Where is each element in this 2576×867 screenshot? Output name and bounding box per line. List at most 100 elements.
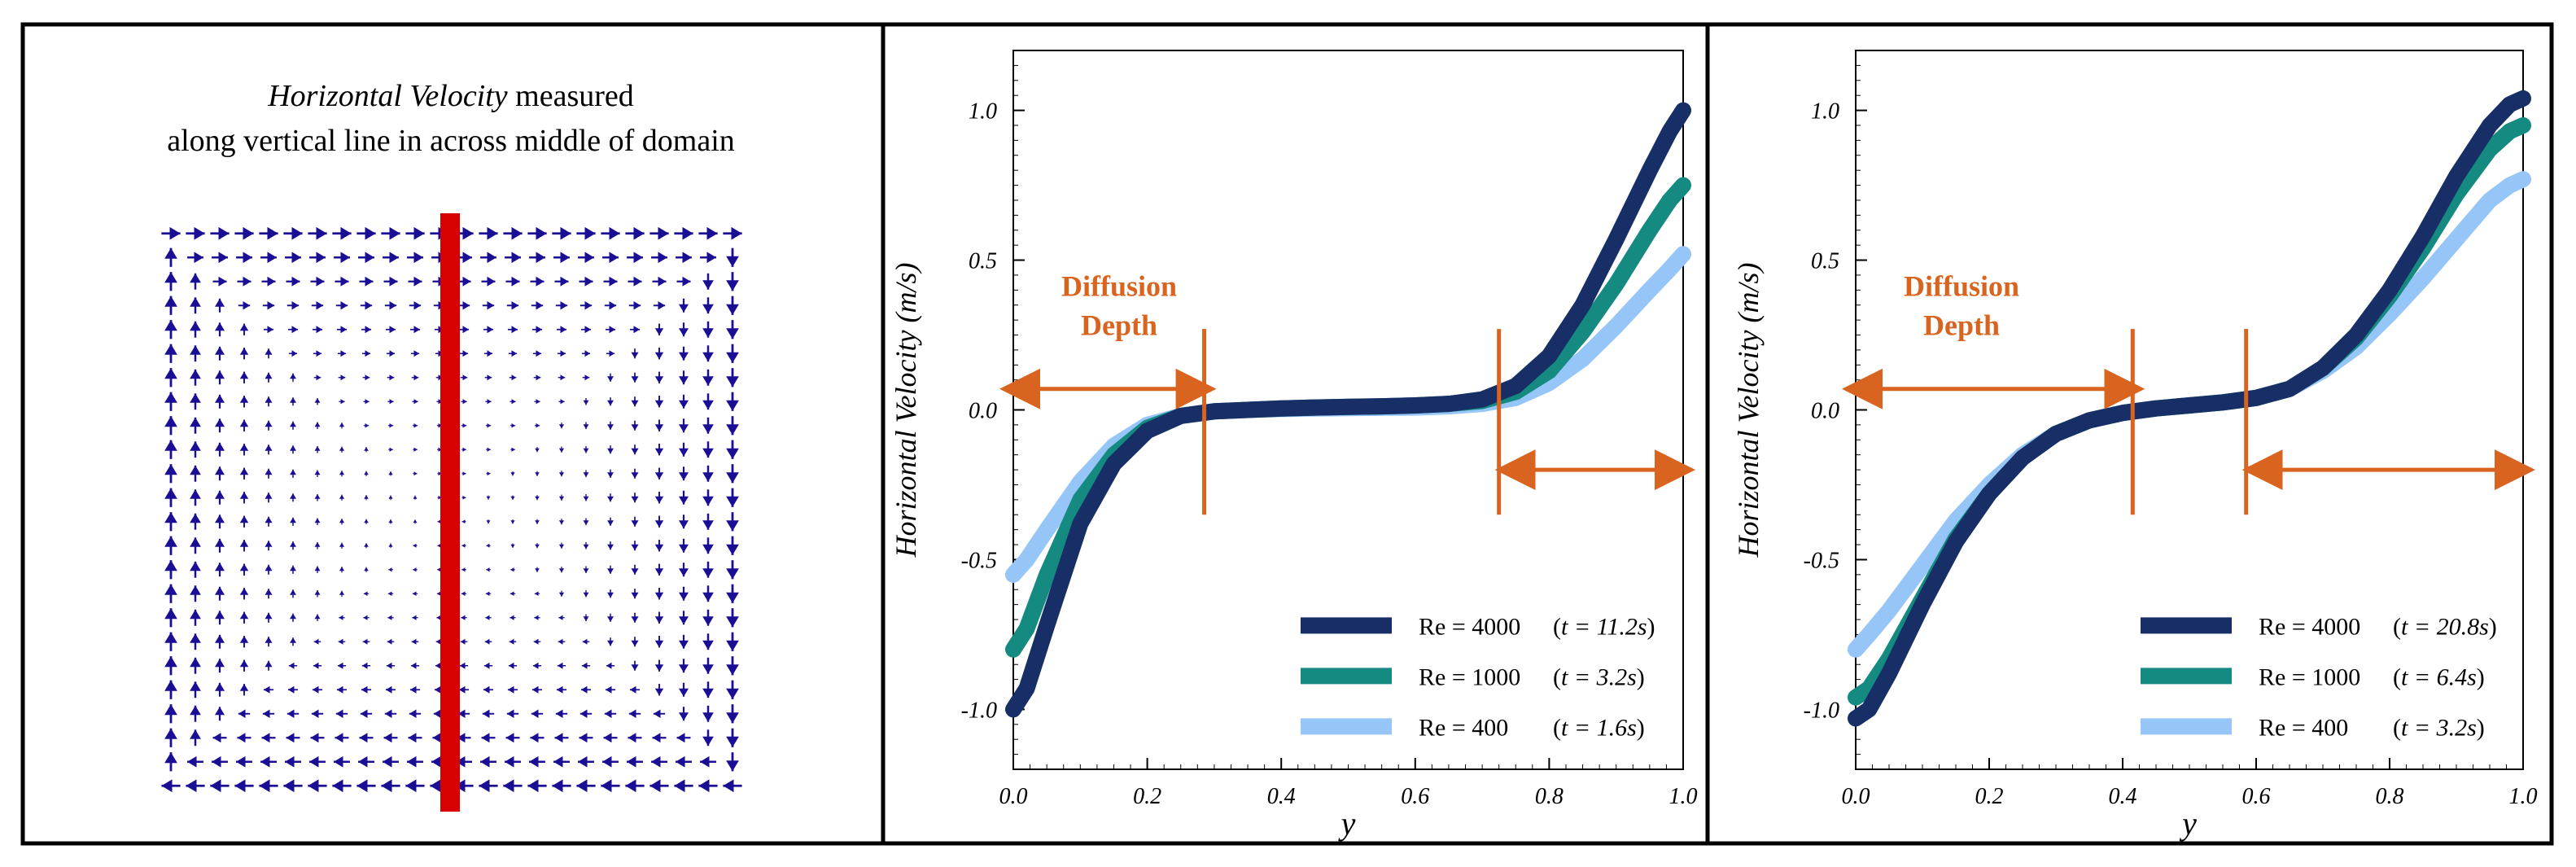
vector-arrow-head [405,779,417,793]
vector-arrow-head [316,301,324,310]
vector-arrow-head [579,709,588,718]
vector-arrow-head [535,568,540,572]
vector-arrow-head [164,296,177,307]
cavity-vector-field [161,226,742,793]
vector-arrow-head [609,326,616,334]
vector-arrow-head [265,660,273,668]
y-tick-label: 1.0 [1811,99,1839,125]
vector-arrow-head [631,472,639,479]
vector-arrow-head [164,464,177,475]
vector-arrow-head [286,709,295,718]
vector-arrow-head [339,471,345,475]
vector-arrow-head [583,424,589,430]
vector-arrow-head [530,733,539,743]
vector-arrow-head [529,755,539,768]
y-tick-label: -1.0 [961,698,997,723]
vector-arrow-head [267,326,274,334]
vector-arrow-head [215,322,225,331]
vector-arrow-head [339,423,345,427]
vector-arrow-head [510,496,515,501]
vector-arrow-head [164,608,177,620]
vector-arrow-head [267,276,276,287]
vector-arrow-head [462,471,466,476]
vector-arrow-head [584,301,593,310]
vector-arrow-head [190,345,201,355]
series-line-1000 [1005,177,1691,658]
vector-arrow-head [261,733,270,743]
vector-arrow-head [164,560,177,571]
vector-arrow-head [486,567,490,572]
vector-arrow-head [726,304,739,315]
vector-arrow-head [290,421,296,427]
vector-arrow-head [164,680,177,691]
vector-arrow-head [164,488,177,499]
vector-arrow-head [364,447,369,451]
vector-arrow-head [682,252,692,264]
vector-arrow-head [365,399,370,405]
vector-arrow-head [363,591,368,597]
vector-arrow-head [438,495,442,500]
vector-arrow-head [461,591,466,597]
vector-arrow-head [438,471,442,476]
vector-arrow-head [164,704,177,716]
vector-arrow-head [340,399,345,405]
vector-arrow-head [389,226,400,240]
vector-arrow-head [607,616,614,622]
vector-arrow-head [633,226,645,240]
title-rest-part: measured [508,79,634,113]
vector-arrow-head [631,592,639,599]
vector-arrow-head [536,301,544,310]
chart-panel-middle: -1.0 -0.5 0.0 0.5 1.0 0.0 0.2 0.4 0.6 0.8 1.0 y Hori… [890,50,1698,842]
x-axis-label: y [1338,805,1356,842]
x-tick-label: 1.0 [1669,784,1698,809]
vector-arrow-head [535,520,540,524]
vector-arrow-head [679,448,689,457]
vector-arrow-head [290,469,296,475]
vector-arrow-head [267,301,275,310]
vector-arrow-head [383,755,392,768]
vector-arrow-head [609,252,619,264]
vector-arrow-head [584,350,591,357]
vector-arrow-head [609,276,618,287]
vector-arrow-head [339,542,345,547]
vector-arrow-head [314,614,321,620]
vector-arrow-head [190,513,201,523]
vector-arrow-head [654,448,664,456]
vector-arrow-head [265,564,273,571]
vector-arrow-head [601,779,612,793]
vector-arrow-head [359,733,368,743]
vector-arrow-head [239,636,249,643]
vector-arrow-head [702,544,714,554]
measurement-line-red [440,213,460,812]
vector-arrow-head [433,709,441,718]
vector-arrow-head [507,685,514,694]
vector-arrow-head [389,374,395,381]
vector-arrow-head [339,446,345,451]
vector-arrow-head [679,544,689,553]
vector-arrow-head [510,591,514,597]
vector-arrow-head [438,447,442,452]
vector-arrow-head [653,709,661,718]
vector-arrow-head [340,326,348,334]
vector-arrow-head [243,276,251,287]
vector-arrow-head [288,662,295,669]
vector-arrow-head [536,374,541,381]
vector-arrow-head [164,392,177,403]
vector-arrow-head [556,685,563,694]
vector-arrow-head [554,733,563,743]
vector-arrow-head [239,323,249,331]
vector-arrow-head [702,520,714,530]
vector-arrow-head [654,496,664,504]
vector-arrow-head [291,350,298,357]
vector-arrow-head [558,448,565,453]
vector-arrow-head [407,755,417,768]
vector-arrow-head [215,370,225,379]
y-tick-label: 0.5 [1811,249,1839,274]
vector-arrow-head [536,350,542,357]
vector-arrow-head [609,301,617,310]
vector-arrow-head [726,472,739,484]
vector-arrow-head [409,685,417,694]
annotation-depth-label: Depth [1081,309,1157,342]
vector-arrow-head [584,276,593,287]
vector-arrow-head [726,280,739,291]
